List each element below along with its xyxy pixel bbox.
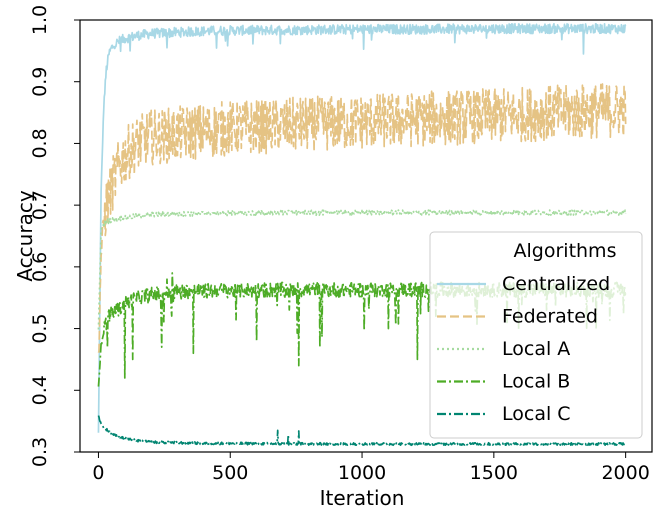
series-line-centralized xyxy=(97,22,627,433)
legend: Algorithms Centralized Federated Local A Lo… xyxy=(429,231,643,439)
x-tick-label: 500 xyxy=(212,462,248,484)
plot-frame xyxy=(79,19,653,453)
y-tick-label: 0.3 xyxy=(29,437,51,467)
y-tick-label: 0.5 xyxy=(29,313,51,343)
y-tick-label: 1.0 xyxy=(29,5,51,35)
series-line-federated xyxy=(97,83,627,353)
legend-label-local-c: Local C xyxy=(502,403,571,425)
tick-layer: 0 500 1000 1500 2000 0.3 0.4 0.5 0.6 0.7 0.8 0.9 1.0 xyxy=(29,5,650,484)
legend-label-centralized: Centralized xyxy=(502,273,610,295)
y-tick-label: 0.7 xyxy=(29,190,51,220)
y-tick-label: 0.4 xyxy=(29,375,51,405)
x-tick-label: 1000 xyxy=(338,462,386,484)
y-tick-label: 0.8 xyxy=(29,128,51,158)
x-tick-label: 0 xyxy=(92,462,104,484)
x-axis-title: Iteration xyxy=(320,486,405,510)
legend-label-federated: Federated xyxy=(502,306,598,328)
legend-label-local-b: Local B xyxy=(502,371,570,393)
legend-items: Centralized Federated Local A Local B Local … xyxy=(437,273,610,425)
legend-title: Algorithms xyxy=(514,240,617,262)
series-line-local-c xyxy=(97,415,627,447)
y-axis-title: Accuracy xyxy=(13,190,37,281)
x-tick-label: 1500 xyxy=(470,462,518,484)
x-tick-label: 2000 xyxy=(601,462,649,484)
series-line-local-a xyxy=(97,209,627,330)
y-tick-label: 0.9 xyxy=(29,67,51,97)
legend-label-local-a: Local A xyxy=(502,338,570,360)
y-tick-label: 0.6 xyxy=(29,252,51,282)
